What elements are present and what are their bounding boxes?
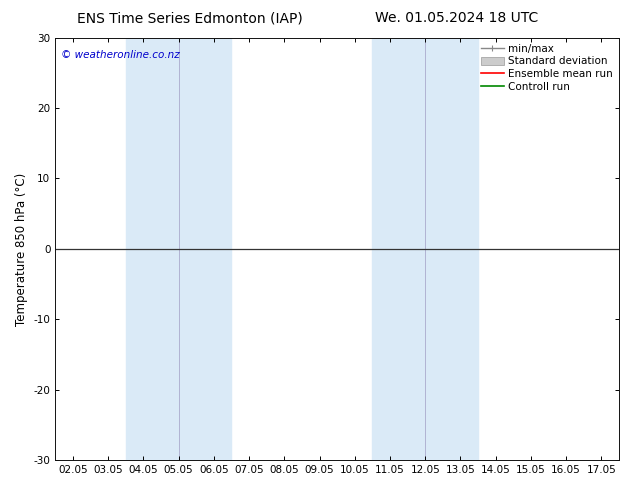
Bar bbox=[372, 38, 478, 460]
Bar bbox=[126, 38, 231, 460]
Legend: min/max, Standard deviation, Ensemble mean run, Controll run: min/max, Standard deviation, Ensemble me… bbox=[477, 40, 617, 96]
Y-axis label: Temperature 850 hPa (°C): Temperature 850 hPa (°C) bbox=[15, 172, 28, 325]
Text: ENS Time Series Edmonton (IAP): ENS Time Series Edmonton (IAP) bbox=[77, 11, 303, 25]
Text: © weatheronline.co.nz: © weatheronline.co.nz bbox=[61, 50, 179, 60]
Text: We. 01.05.2024 18 UTC: We. 01.05.2024 18 UTC bbox=[375, 11, 538, 25]
